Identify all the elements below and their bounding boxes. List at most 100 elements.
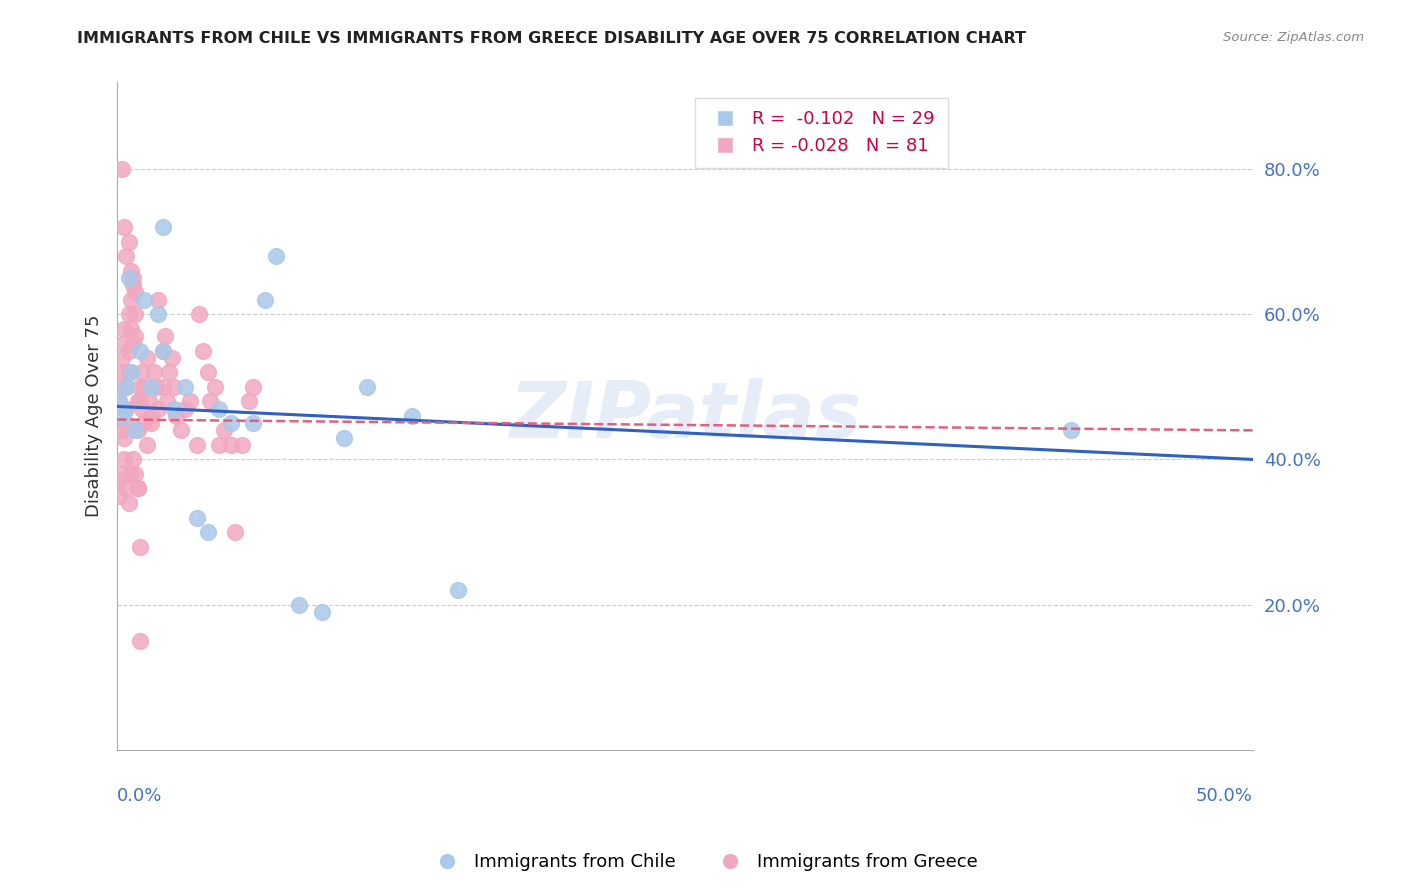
Point bbox=[117, 365, 139, 379]
Point bbox=[122, 336, 145, 351]
Point bbox=[401, 409, 423, 423]
Point bbox=[124, 467, 146, 481]
Point bbox=[122, 271, 145, 285]
Point bbox=[145, 380, 167, 394]
Point bbox=[197, 365, 219, 379]
Point bbox=[146, 293, 169, 307]
Point bbox=[129, 394, 152, 409]
Point bbox=[208, 401, 231, 416]
Point bbox=[117, 496, 139, 510]
Point bbox=[108, 394, 131, 409]
Point bbox=[186, 510, 208, 524]
Point bbox=[204, 380, 226, 394]
Point bbox=[134, 293, 156, 307]
Point bbox=[447, 583, 470, 598]
Point bbox=[120, 322, 142, 336]
Point bbox=[120, 467, 142, 481]
Point bbox=[219, 416, 242, 430]
Point bbox=[108, 489, 131, 503]
Point bbox=[112, 220, 135, 235]
Text: Source: ZipAtlas.com: Source: ZipAtlas.com bbox=[1223, 31, 1364, 45]
Text: IMMIGRANTS FROM CHILE VS IMMIGRANTS FROM GREECE DISABILITY AGE OVER 75 CORRELATI: IMMIGRANTS FROM CHILE VS IMMIGRANTS FROM… bbox=[77, 31, 1026, 46]
Point bbox=[108, 474, 131, 488]
Point bbox=[127, 394, 149, 409]
Point bbox=[264, 249, 287, 263]
Point bbox=[156, 394, 179, 409]
Text: 50.0%: 50.0% bbox=[1197, 787, 1253, 805]
Point bbox=[186, 438, 208, 452]
Point bbox=[138, 394, 160, 409]
Point bbox=[112, 452, 135, 467]
Point bbox=[117, 271, 139, 285]
Point bbox=[129, 634, 152, 648]
Point bbox=[174, 380, 197, 394]
Point bbox=[129, 380, 152, 394]
Point bbox=[288, 598, 311, 612]
Point bbox=[219, 438, 242, 452]
Point bbox=[122, 452, 145, 467]
Point bbox=[197, 524, 219, 539]
Point bbox=[311, 605, 333, 619]
Point bbox=[117, 307, 139, 321]
Point bbox=[141, 409, 163, 423]
Point bbox=[124, 307, 146, 321]
Point bbox=[134, 416, 156, 430]
Point bbox=[112, 336, 135, 351]
Point bbox=[224, 524, 246, 539]
Point bbox=[112, 322, 135, 336]
Point bbox=[200, 394, 222, 409]
Point bbox=[141, 416, 163, 430]
Point bbox=[131, 365, 153, 379]
Point bbox=[356, 380, 378, 394]
Point bbox=[127, 482, 149, 496]
Text: 0.0%: 0.0% bbox=[117, 787, 163, 805]
Point bbox=[179, 394, 201, 409]
Point bbox=[115, 416, 138, 430]
Point bbox=[135, 351, 157, 365]
Point bbox=[142, 365, 165, 379]
Point bbox=[152, 343, 174, 358]
Point bbox=[129, 540, 152, 554]
Point bbox=[242, 416, 264, 430]
Point bbox=[111, 365, 134, 379]
Point bbox=[165, 409, 187, 423]
Point bbox=[115, 380, 138, 394]
Y-axis label: Disability Age Over 75: Disability Age Over 75 bbox=[86, 315, 103, 517]
Text: ZIPatlas: ZIPatlas bbox=[509, 378, 860, 454]
Point bbox=[122, 278, 145, 293]
Point bbox=[152, 343, 174, 358]
Point bbox=[152, 380, 174, 394]
Point bbox=[242, 380, 264, 394]
Point bbox=[152, 220, 174, 235]
Point bbox=[127, 482, 149, 496]
Point bbox=[120, 365, 142, 379]
Point bbox=[170, 424, 193, 438]
Point bbox=[112, 431, 135, 445]
Legend: R =  -0.102   N = 29, R = -0.028   N = 81: R = -0.102 N = 29, R = -0.028 N = 81 bbox=[695, 97, 948, 168]
Point bbox=[115, 401, 138, 416]
Point bbox=[212, 424, 235, 438]
Point bbox=[124, 285, 146, 300]
Point bbox=[134, 380, 156, 394]
Point bbox=[238, 394, 260, 409]
Point bbox=[129, 343, 152, 358]
Point bbox=[253, 293, 276, 307]
Point bbox=[193, 343, 215, 358]
Point bbox=[120, 293, 142, 307]
Point bbox=[127, 424, 149, 438]
Point bbox=[115, 249, 138, 263]
Point bbox=[111, 409, 134, 423]
Point bbox=[160, 351, 183, 365]
Point bbox=[187, 307, 209, 321]
Point bbox=[108, 380, 131, 394]
Point bbox=[111, 467, 134, 481]
Point bbox=[124, 329, 146, 343]
Point bbox=[163, 380, 186, 394]
Point bbox=[112, 401, 135, 416]
Point bbox=[333, 431, 356, 445]
Point bbox=[115, 380, 138, 394]
Point bbox=[117, 235, 139, 249]
Point bbox=[153, 329, 176, 343]
Point bbox=[135, 438, 157, 452]
Point bbox=[1060, 424, 1083, 438]
